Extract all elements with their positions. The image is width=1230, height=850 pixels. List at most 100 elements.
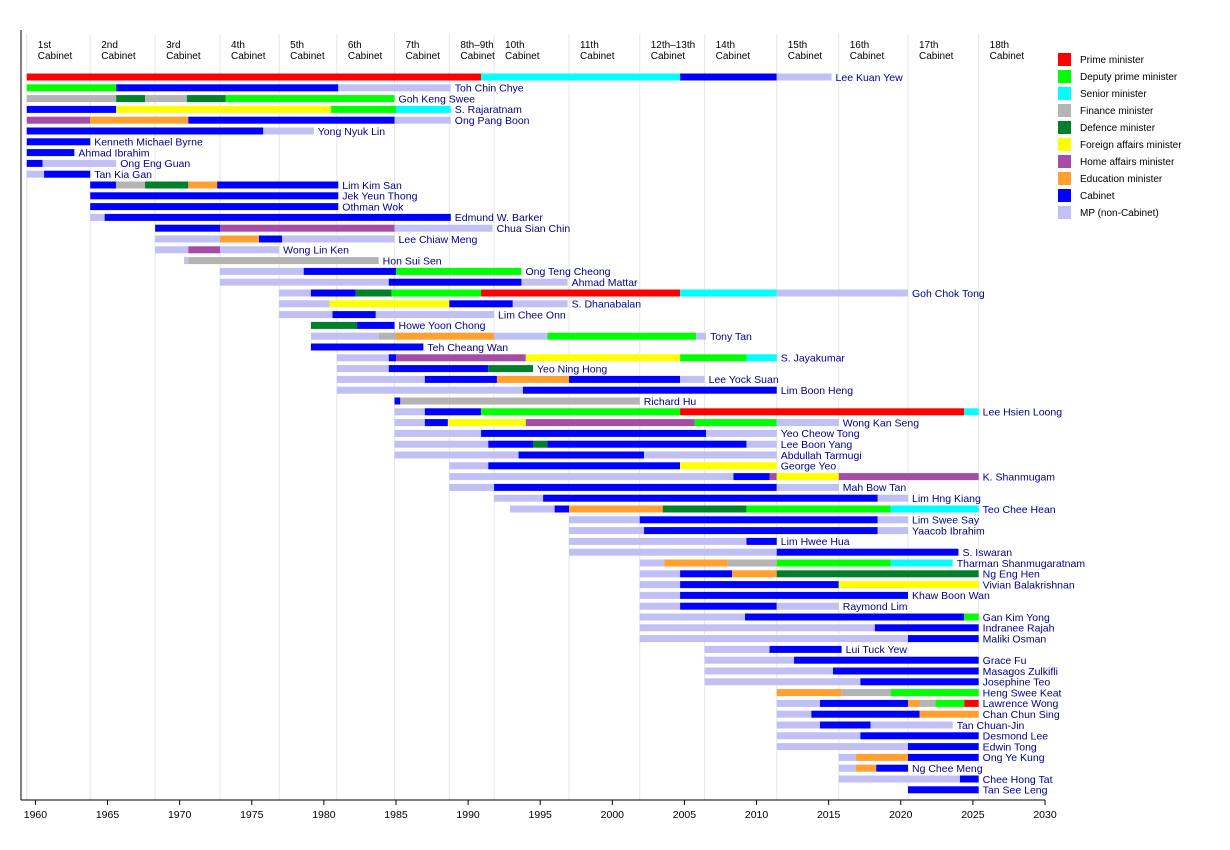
minister-name: Tan Chuan-Jin bbox=[957, 720, 1025, 732]
role-segment-mp bbox=[310, 332, 379, 340]
legend-label: Senior minister bbox=[1080, 89, 1147, 100]
minister-row: Tan See Leng bbox=[907, 785, 1048, 797]
x-axis: 1960 1965 1970 1975 1980 1985 1990 1995 2000 2005… bbox=[20, 30, 1057, 821]
cabinet-label: Cabinet bbox=[580, 51, 615, 62]
minister-row: Masagos Zulkifli bbox=[704, 666, 1058, 678]
minister-name: Toh Chin Chye bbox=[455, 83, 524, 95]
cabinet-label: Cabinet bbox=[990, 51, 1025, 62]
minister-row: Mah Bow Tan bbox=[449, 482, 906, 494]
x-tick-label: 2015 bbox=[817, 809, 841, 821]
minister-name: George Yeo bbox=[781, 461, 837, 473]
x-tick-label: 1985 bbox=[384, 809, 408, 821]
role-segment-cab bbox=[959, 775, 979, 783]
minister-row: Edwin Tong bbox=[776, 741, 1037, 753]
minister-row: Ahmad Ibrahim bbox=[26, 147, 150, 159]
minister-name: Yaacob Ibrahim bbox=[912, 525, 985, 537]
cabinet-label: Cabinet bbox=[348, 51, 383, 62]
role-segment-edu bbox=[664, 559, 728, 567]
minister-row: Lee Yock Suan bbox=[336, 374, 779, 386]
role-segment-fa bbox=[776, 473, 839, 481]
minister-row: Lim Chee Onn bbox=[279, 309, 566, 321]
role-segment-cab bbox=[394, 397, 401, 405]
role-segment-mp bbox=[704, 656, 795, 664]
role-segment-mp bbox=[776, 289, 908, 297]
role-segment-mp bbox=[394, 116, 451, 124]
minister-name: Lim Hwee Hua bbox=[781, 536, 850, 548]
role-segment-mp bbox=[279, 300, 330, 308]
legend-label: Finance minister bbox=[1080, 106, 1154, 117]
minister-name: Vivian Balakrishnan bbox=[983, 579, 1075, 591]
minister-row: Hon Sui Sen bbox=[183, 255, 442, 267]
role-segment-cab bbox=[488, 440, 533, 448]
role-segment-edu bbox=[856, 753, 908, 761]
minister-name: Ahmad Mattar bbox=[572, 277, 638, 289]
role-segment-dpm bbox=[746, 505, 891, 513]
legend-swatch-mp bbox=[1058, 206, 1071, 219]
role-segment-cab bbox=[832, 667, 979, 675]
role-segment-ha bbox=[769, 473, 777, 481]
role-segment-mp bbox=[569, 537, 747, 545]
legend-swatch-cab bbox=[1058, 189, 1071, 202]
minister-name: Ong Ye Kung bbox=[983, 752, 1045, 764]
minister-name: Masagos Zulkifli bbox=[983, 666, 1058, 678]
minister-name: Desmond Lee bbox=[983, 731, 1049, 743]
minister-row: Yeo Cheow Tong bbox=[394, 428, 860, 440]
minister-name: Lawrence Wong bbox=[983, 698, 1059, 710]
role-segment-fin bbox=[145, 95, 187, 103]
role-segment-mp bbox=[394, 429, 482, 437]
minister-row: Chee Hong Tat bbox=[838, 774, 1053, 786]
role-segment-sm bbox=[890, 559, 953, 567]
minister-row: Othman Wok bbox=[90, 201, 404, 213]
minister-name: Lim Hng Kiang bbox=[912, 493, 981, 505]
role-segment-cab bbox=[90, 203, 339, 211]
minister-row: Yong Nyuk Lin bbox=[26, 126, 385, 138]
role-segment-edu bbox=[732, 570, 777, 578]
role-segment-mp bbox=[706, 429, 777, 437]
minister-row: Goh Keng Swee bbox=[26, 93, 475, 105]
role-segment-def bbox=[533, 440, 548, 448]
role-segment-mp bbox=[26, 170, 45, 178]
minister-row: Ng Eng Hen bbox=[639, 569, 1040, 581]
role-segment-cab bbox=[860, 732, 979, 740]
minister-name: Howe Yoon Chong bbox=[399, 320, 486, 332]
role-segment-cab bbox=[644, 527, 878, 535]
minister-name: S. Iswaran bbox=[962, 547, 1012, 559]
role-segment-cab bbox=[188, 116, 395, 124]
role-segment-cab bbox=[733, 473, 770, 481]
role-segment-cab bbox=[26, 138, 91, 146]
minister-name: Chan Chun Sing bbox=[983, 709, 1060, 721]
role-segment-cab bbox=[258, 235, 283, 243]
role-segment-mp bbox=[644, 451, 777, 459]
cabinet-label: 7th bbox=[406, 40, 420, 51]
role-segment-cab bbox=[680, 570, 733, 578]
role-segment-ha bbox=[525, 419, 695, 427]
role-segment-fa bbox=[329, 300, 450, 308]
role-segment-mp bbox=[90, 213, 105, 221]
role-segment-fin bbox=[188, 257, 379, 265]
role-segment-cab bbox=[332, 311, 376, 319]
role-segment-mp bbox=[394, 419, 425, 427]
cabinet-label: 2nd bbox=[101, 40, 118, 51]
minister-row: S. Iswaran bbox=[569, 547, 1012, 559]
role-segment-edu bbox=[569, 505, 663, 513]
minister-row: Vivian Balakrishnan bbox=[639, 579, 1075, 591]
role-segment-mp bbox=[695, 332, 707, 340]
minister-name: Heng Swee Keat bbox=[983, 687, 1062, 699]
role-segment-mp bbox=[336, 354, 389, 362]
role-segment-sm bbox=[890, 505, 979, 513]
cabinet-label: 16th bbox=[850, 40, 869, 51]
role-segment-cab bbox=[907, 753, 979, 761]
minister-name: Ng Chee Meng bbox=[912, 763, 983, 775]
role-segment-mp bbox=[639, 613, 746, 621]
role-segment-cab bbox=[217, 181, 339, 189]
cabinet-label: 4th bbox=[231, 40, 245, 51]
role-segment-dpm bbox=[331, 105, 396, 113]
minister-row: S. Rajaratnam bbox=[26, 104, 522, 116]
minister-row: Toh Chin Chye bbox=[26, 83, 524, 95]
role-segment-ha bbox=[26, 116, 91, 124]
minister-name: Othman Wok bbox=[342, 201, 404, 213]
role-segment-cab bbox=[811, 710, 920, 718]
role-segment-sm bbox=[746, 354, 777, 362]
role-segment-cab bbox=[424, 375, 497, 383]
role-segment-cab bbox=[820, 699, 908, 707]
